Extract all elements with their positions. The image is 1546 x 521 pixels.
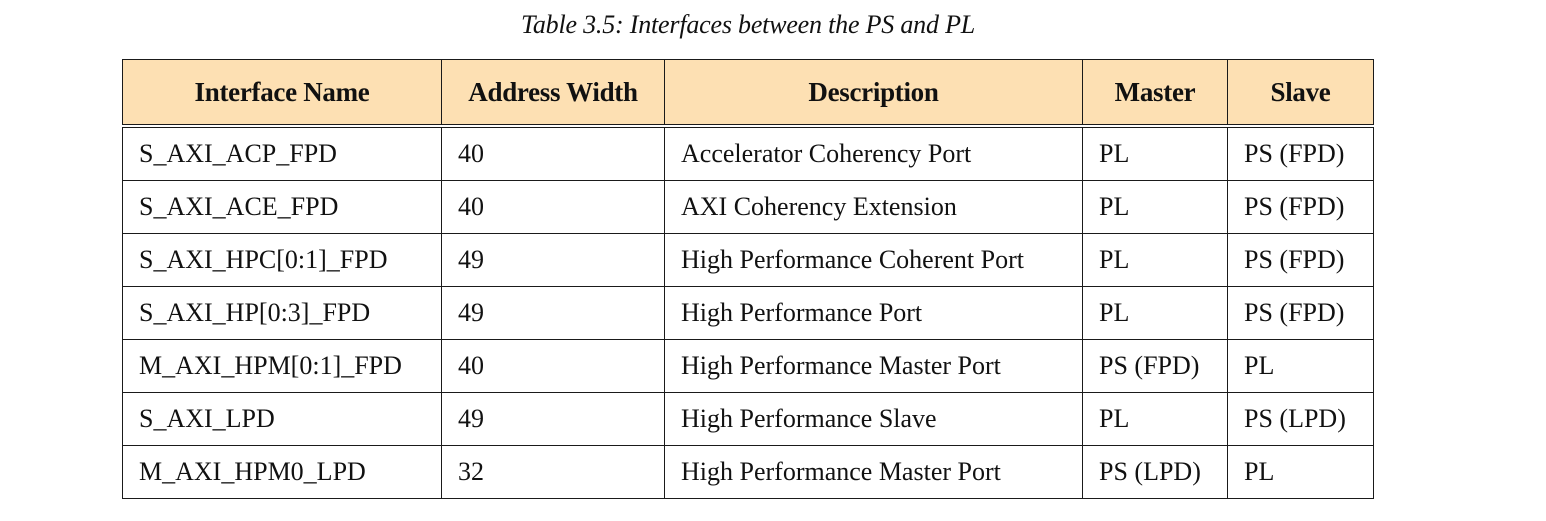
interface-name-cell: S_AXI_HPC[0:1]_FPD: [122, 233, 442, 287]
slave-cell: PS (LPD): [1227, 392, 1374, 446]
table-row: S_AXI_ACE_FPD 40 AXI Coherency Extension…: [122, 180, 1374, 234]
address-width-cell: 40: [441, 339, 665, 393]
slave-cell: PS (FPD): [1227, 125, 1374, 181]
slave-cell: PS (FPD): [1227, 233, 1374, 287]
column-header-interface-name: Interface Name: [122, 59, 442, 128]
header-row: Interface Name Address Width Description…: [122, 59, 1374, 128]
slave-cell: PL: [1227, 445, 1374, 499]
table-row: S_AXI_LPD 49 High Performance Slave PL P…: [122, 392, 1374, 446]
master-cell: PL: [1082, 392, 1228, 446]
address-width-cell: 40: [441, 180, 665, 234]
master-cell: PL: [1082, 180, 1228, 234]
interface-name-cell: S_AXI_ACE_FPD: [122, 180, 442, 234]
description-cell: AXI Coherency Extension: [664, 180, 1083, 234]
address-width-cell: 49: [441, 392, 665, 446]
interface-name-cell: S_AXI_LPD: [122, 392, 442, 446]
master-cell: PL: [1082, 125, 1228, 181]
table-row: M_AXI_HPM0_LPD 32 High Performance Maste…: [122, 445, 1374, 499]
interfaces-table: Interface Name Address Width Description…: [122, 59, 1374, 499]
interface-name-cell: M_AXI_HPM[0:1]_FPD: [122, 339, 442, 393]
interface-name-cell: M_AXI_HPM0_LPD: [122, 445, 442, 499]
column-header-address-width: Address Width: [441, 59, 665, 128]
column-header-description: Description: [664, 59, 1083, 128]
slave-cell: PS (FPD): [1227, 180, 1374, 234]
address-width-cell: 49: [441, 233, 665, 287]
interface-name-cell: S_AXI_ACP_FPD: [122, 125, 442, 181]
slave-cell: PS (FPD): [1227, 286, 1374, 340]
description-cell: High Performance Master Port: [664, 445, 1083, 499]
interface-name-cell: S_AXI_HP[0:3]_FPD: [122, 286, 442, 340]
table-row: S_AXI_ACP_FPD 40 Accelerator Coherency P…: [122, 125, 1374, 181]
description-cell: High Performance Slave: [664, 392, 1083, 446]
address-width-cell: 40: [441, 125, 665, 181]
description-cell: Accelerator Coherency Port: [664, 125, 1083, 181]
column-header-master: Master: [1082, 59, 1228, 128]
master-cell: PS (LPD): [1082, 445, 1228, 499]
address-width-cell: 49: [441, 286, 665, 340]
table-row: S_AXI_HP[0:3]_FPD 49 High Performance Po…: [122, 286, 1374, 340]
master-cell: PL: [1082, 286, 1228, 340]
slave-cell: PL: [1227, 339, 1374, 393]
description-cell: High Performance Port: [664, 286, 1083, 340]
table-row: S_AXI_HPC[0:1]_FPD 49 High Performance C…: [122, 233, 1374, 287]
address-width-cell: 32: [441, 445, 665, 499]
master-cell: PS (FPD): [1082, 339, 1228, 393]
column-header-slave: Slave: [1227, 59, 1374, 128]
table-caption: Table 3.5: Interfaces between the PS and…: [520, 10, 976, 39]
master-cell: PL: [1082, 233, 1228, 287]
description-cell: High Performance Coherent Port: [664, 233, 1083, 287]
description-cell: High Performance Master Port: [664, 339, 1083, 393]
table-row: M_AXI_HPM[0:1]_FPD 40 High Performance M…: [122, 339, 1374, 393]
